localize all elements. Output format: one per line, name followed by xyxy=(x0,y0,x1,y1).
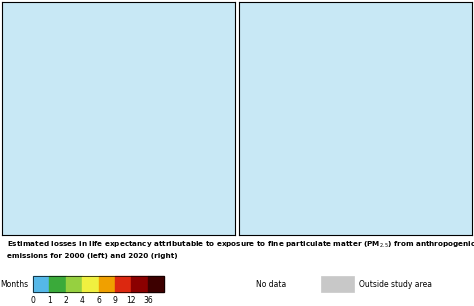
Text: 1: 1 xyxy=(47,296,52,305)
Bar xyxy=(218,277,251,293)
Bar xyxy=(49,277,66,293)
Text: 12: 12 xyxy=(127,296,136,305)
Text: 36: 36 xyxy=(143,296,153,305)
Bar xyxy=(66,277,82,293)
Text: 4: 4 xyxy=(80,296,84,305)
Text: Estimated losses in life expectancy attributable to exposure to fine particulate: Estimated losses in life expectancy attr… xyxy=(7,240,474,259)
Bar xyxy=(99,277,115,293)
Bar xyxy=(33,277,49,293)
Text: Outside study area: Outside study area xyxy=(359,280,432,289)
Bar xyxy=(33,277,164,293)
Text: 0: 0 xyxy=(30,296,35,305)
Text: 9: 9 xyxy=(112,296,118,305)
Text: No data: No data xyxy=(256,280,286,289)
Text: 2: 2 xyxy=(64,296,68,305)
Bar xyxy=(131,277,148,293)
Text: Months: Months xyxy=(0,280,28,289)
Bar xyxy=(115,277,131,293)
Bar xyxy=(82,277,99,293)
Bar xyxy=(148,277,164,293)
Text: 6: 6 xyxy=(96,296,101,305)
Bar xyxy=(321,277,354,293)
